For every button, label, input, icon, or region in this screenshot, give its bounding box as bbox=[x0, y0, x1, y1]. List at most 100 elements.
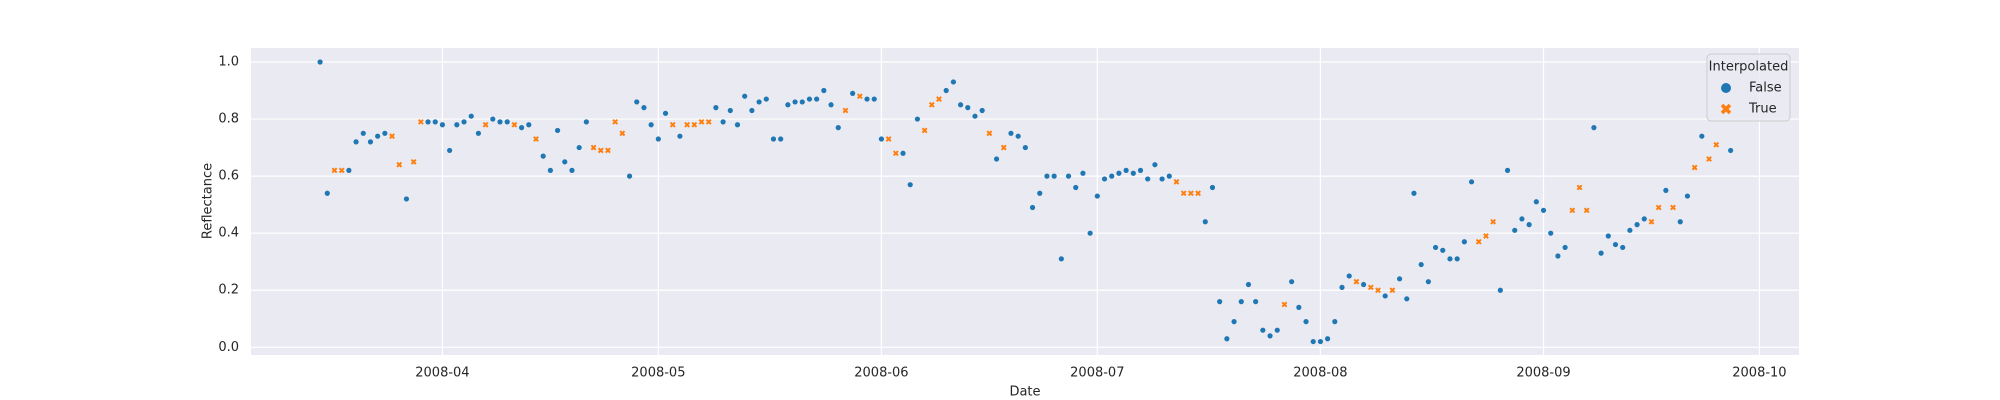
point bbox=[1728, 147, 1734, 154]
point bbox=[1555, 253, 1561, 259]
point bbox=[914, 116, 921, 122]
point bbox=[403, 196, 410, 202]
point bbox=[331, 167, 338, 174]
point bbox=[439, 122, 446, 128]
point bbox=[778, 136, 784, 142]
y-tick-label: 0.8 bbox=[218, 112, 239, 127]
point bbox=[417, 118, 424, 125]
point bbox=[396, 161, 403, 168]
point bbox=[1180, 190, 1187, 197]
point bbox=[792, 99, 798, 105]
legend-marker bbox=[1720, 103, 1732, 115]
point bbox=[1116, 170, 1122, 176]
point bbox=[1173, 178, 1180, 185]
point bbox=[856, 93, 863, 100]
point bbox=[1389, 287, 1396, 294]
point bbox=[662, 110, 669, 116]
point bbox=[1051, 173, 1057, 179]
point bbox=[928, 101, 935, 108]
point bbox=[540, 153, 546, 159]
point bbox=[742, 93, 748, 99]
point bbox=[1080, 170, 1086, 176]
point bbox=[763, 96, 769, 102]
point bbox=[1533, 199, 1539, 205]
point bbox=[986, 130, 993, 137]
point bbox=[338, 167, 345, 174]
y-tick-label: 0.4 bbox=[218, 226, 239, 241]
legend-label: True bbox=[1748, 102, 1777, 117]
point bbox=[1260, 327, 1266, 333]
point bbox=[727, 107, 733, 114]
point bbox=[864, 96, 870, 102]
point bbox=[1367, 284, 1374, 291]
point bbox=[1187, 190, 1194, 197]
point bbox=[892, 150, 899, 157]
point bbox=[1209, 184, 1216, 191]
point bbox=[806, 96, 813, 102]
point bbox=[1094, 193, 1100, 199]
point bbox=[1598, 250, 1604, 256]
point bbox=[1548, 230, 1554, 236]
point bbox=[1490, 218, 1497, 225]
y-tick-label: 0.2 bbox=[218, 283, 239, 298]
point bbox=[1109, 173, 1115, 179]
point bbox=[1238, 299, 1244, 305]
legend: Interpolated False True bbox=[1706, 53, 1791, 122]
point bbox=[619, 130, 626, 137]
point bbox=[497, 119, 503, 125]
point bbox=[1699, 133, 1705, 139]
point bbox=[950, 79, 956, 85]
point bbox=[1274, 327, 1280, 333]
x-tick-label: 2008-05 bbox=[631, 366, 685, 381]
point bbox=[475, 130, 482, 136]
point bbox=[382, 130, 388, 136]
point bbox=[1159, 176, 1165, 182]
point bbox=[835, 125, 841, 131]
point bbox=[1706, 156, 1712, 162]
point bbox=[1375, 287, 1381, 294]
point bbox=[720, 119, 726, 125]
y-tick-label: 1.0 bbox=[218, 54, 239, 69]
point bbox=[1087, 230, 1093, 236]
x-axis-label: Date bbox=[1009, 385, 1040, 400]
point bbox=[1562, 244, 1568, 251]
point bbox=[1217, 299, 1223, 305]
point bbox=[1540, 207, 1547, 213]
point bbox=[1691, 164, 1698, 171]
point bbox=[799, 99, 805, 105]
point bbox=[554, 127, 561, 134]
x-tick-label: 2008-04 bbox=[415, 366, 469, 381]
point bbox=[583, 119, 589, 125]
point bbox=[785, 102, 791, 108]
point bbox=[375, 133, 381, 139]
point bbox=[1576, 184, 1583, 191]
point bbox=[1612, 241, 1619, 248]
point bbox=[1432, 244, 1439, 251]
point bbox=[468, 113, 474, 119]
point bbox=[511, 121, 518, 128]
point bbox=[1339, 284, 1345, 290]
point bbox=[389, 133, 395, 140]
point bbox=[734, 122, 741, 128]
point bbox=[562, 159, 568, 165]
x-tick-label: 2008-08 bbox=[1293, 366, 1347, 381]
y-axis-label: Reflectance bbox=[201, 163, 216, 239]
point bbox=[1519, 216, 1525, 222]
point bbox=[648, 122, 654, 128]
point bbox=[1713, 141, 1720, 148]
point bbox=[1195, 190, 1201, 197]
x-tick-label: 2008-07 bbox=[1070, 366, 1124, 381]
point bbox=[713, 105, 719, 111]
point bbox=[1468, 179, 1475, 185]
point bbox=[1245, 281, 1252, 288]
point bbox=[1440, 247, 1446, 253]
point bbox=[1065, 173, 1072, 179]
legend-box bbox=[1706, 53, 1791, 122]
x-tick-label: 2008-09 bbox=[1516, 366, 1570, 381]
point bbox=[1684, 193, 1691, 199]
point bbox=[461, 119, 467, 125]
point bbox=[979, 107, 985, 114]
point bbox=[1569, 207, 1576, 214]
point bbox=[605, 147, 611, 154]
